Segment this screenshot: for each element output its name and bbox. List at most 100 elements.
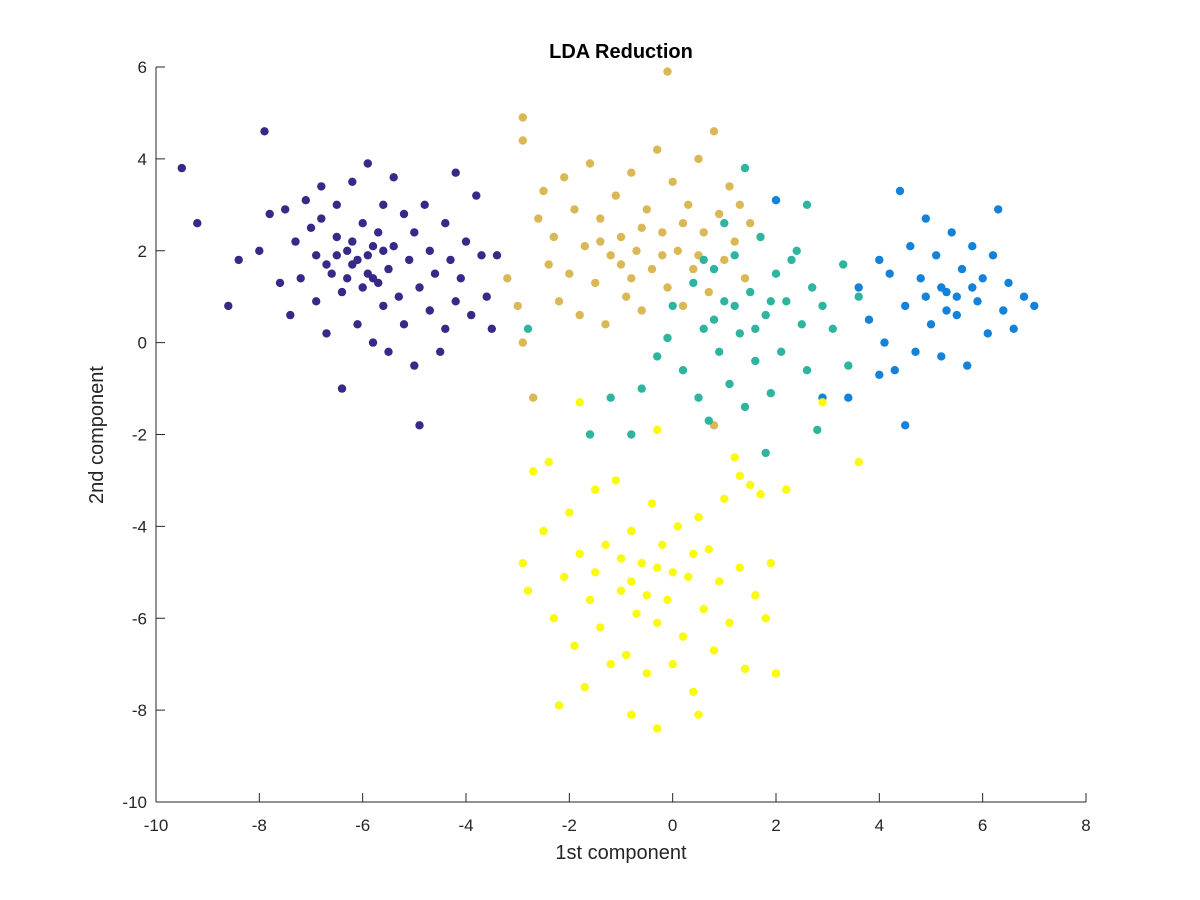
data-point [544,260,553,269]
y-tick-label: -6 [132,609,147,628]
data-point [921,214,930,223]
data-point [384,264,393,274]
data-point [684,572,693,582]
data-point [673,246,682,255]
data-point [627,577,636,586]
data-point [704,287,713,297]
data-point [374,278,383,288]
data-point [766,297,775,306]
data-point [926,320,936,329]
data-point [487,324,496,333]
data-point [947,228,956,237]
data-point [916,274,925,283]
data-point [275,278,285,288]
data-point [699,255,708,265]
data-point [735,200,744,209]
data-point [709,127,719,136]
data-point [921,292,930,301]
data-point [735,329,744,338]
data-point [952,292,961,301]
data-point [260,127,269,136]
data-point [740,163,750,173]
data-point [405,255,414,265]
data-point [322,329,331,338]
data-point [875,255,884,265]
data-point [678,632,688,641]
data-point [999,306,1008,315]
x-tick-label: 8 [1081,816,1090,835]
data-point [828,324,837,333]
data-point [689,278,698,288]
data-point [591,485,600,494]
data-point [854,457,863,467]
data-point [534,214,543,223]
data-point [777,347,786,356]
data-point [761,448,770,458]
data-point [1019,292,1029,301]
data-point [642,669,651,678]
data-point [337,384,347,393]
x-tick-label: -6 [355,816,370,835]
data-point [606,660,615,669]
data-point [746,287,755,297]
data-point [699,324,708,333]
data-point [854,283,863,292]
data-point [844,393,853,402]
data-point [880,338,889,347]
data-point [637,384,646,393]
data-point [363,251,372,260]
data-point [957,264,967,274]
data-point [663,67,672,76]
data-point [363,159,372,168]
data-point [906,242,915,251]
data-point [622,650,631,660]
data-point [585,430,595,439]
data-point [978,274,987,283]
data-point [653,352,662,361]
data-point [632,246,641,255]
data-point [425,306,434,315]
data-point [864,315,874,324]
data-point [642,205,651,214]
data-point [177,163,186,173]
data-point [415,421,424,430]
data-point [911,347,920,356]
data-point [756,490,765,499]
data-point [725,618,734,627]
data-point [901,301,910,311]
data-point [281,205,290,214]
data-point [704,545,713,554]
chart-title: LDA Reduction [549,41,693,63]
data-point [694,513,703,522]
data-point [740,402,750,412]
data-point [560,572,569,582]
data-point [735,471,744,480]
data-point [332,200,341,209]
data-point [637,306,646,315]
data-point [317,214,326,223]
data-point [580,242,589,251]
data-point [332,232,341,242]
y-ticks: -10 -8 -6 -4 -2 0 2 4 6 [122,58,165,812]
data-point [477,251,486,260]
data-point [653,425,662,435]
series-5-points [518,398,863,733]
data-point [668,660,677,669]
data-point [875,370,884,379]
data-point [627,274,636,283]
data-point [694,710,703,719]
data-point [689,264,698,274]
data-point [668,568,677,577]
data-point [653,724,662,733]
data-point [580,683,589,692]
data-point [715,577,724,586]
data-point [653,618,662,627]
data-point [792,246,801,255]
y-tick-label: -2 [132,426,147,445]
data-point [678,301,688,311]
data-point [518,558,527,568]
data-point [895,186,905,196]
x-tick-label: 4 [875,816,884,835]
data-point [735,563,744,572]
data-point [632,609,641,618]
